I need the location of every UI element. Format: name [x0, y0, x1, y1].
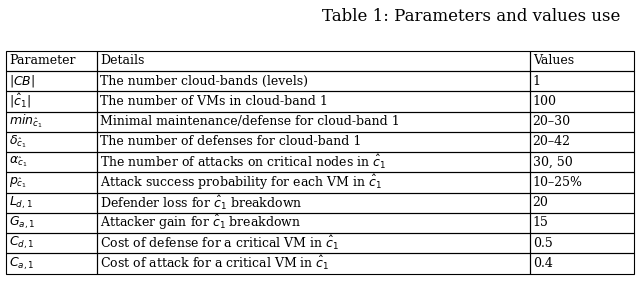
Text: Cost of defense for a critical VM in $\hat{c}_1$: Cost of defense for a critical VM in $\h… [100, 234, 339, 252]
Text: $p_{\hat{c}_1}$: $p_{\hat{c}_1}$ [9, 175, 27, 190]
Bar [97, 111, 530, 132]
Text: Attacker gain for $\hat{c}_1$ breakdown: Attacker gain for $\hat{c}_1$ breakdown [100, 213, 301, 232]
Text: The number cloud-bands (levels): The number cloud-bands (levels) [100, 75, 308, 88]
Bar [6, 172, 97, 193]
Text: Details: Details [100, 54, 144, 67]
Text: $|CB|$: $|CB|$ [9, 73, 35, 89]
Bar [6, 132, 97, 152]
Text: 20–42: 20–42 [532, 135, 571, 148]
Bar [6, 193, 97, 213]
Text: $|\hat{c}_1|$: $|\hat{c}_1|$ [9, 92, 31, 111]
Text: $C_{d,1}$: $C_{d,1}$ [9, 235, 35, 251]
Text: 15: 15 [532, 216, 548, 230]
Text: Attack success probability for each VM in $\hat{c}_1$: Attack success probability for each VM i… [100, 173, 382, 192]
Text: $G_{a,1}$: $G_{a,1}$ [9, 215, 35, 231]
Text: 10–25%: 10–25% [532, 176, 582, 189]
Text: $\alpha_{\hat{c}_1}$: $\alpha_{\hat{c}_1}$ [9, 155, 28, 169]
Text: 100: 100 [532, 95, 557, 108]
Bar [6, 152, 97, 172]
Bar [97, 172, 530, 193]
Text: 20–30: 20–30 [532, 115, 571, 128]
Bar [6, 253, 97, 274]
Text: $L_{d,1}$: $L_{d,1}$ [9, 195, 33, 211]
Bar [530, 233, 634, 253]
Bar [530, 253, 634, 274]
Bar [530, 213, 634, 233]
Text: 30, 50: 30, 50 [532, 156, 572, 169]
Bar [97, 91, 530, 111]
Bar [97, 51, 530, 71]
Bar [530, 172, 634, 193]
Bar [530, 152, 634, 172]
Bar [97, 213, 530, 233]
Bar [6, 51, 97, 71]
Text: Values: Values [532, 54, 574, 67]
Bar [97, 193, 530, 213]
Text: Parameter: Parameter [9, 54, 76, 67]
Bar [97, 253, 530, 274]
Text: 20: 20 [532, 196, 548, 209]
Text: 1: 1 [532, 75, 541, 88]
Bar [530, 132, 634, 152]
Bar [530, 91, 634, 111]
Bar [97, 233, 530, 253]
Bar [6, 71, 97, 91]
Bar [97, 71, 530, 91]
Bar [530, 71, 634, 91]
Text: $\delta_{\hat{c}_1}$: $\delta_{\hat{c}_1}$ [9, 134, 27, 150]
Text: Defender loss for $\hat{c}_1$ breakdown: Defender loss for $\hat{c}_1$ breakdown [100, 193, 302, 212]
Bar [6, 111, 97, 132]
Bar [6, 213, 97, 233]
Text: 0.4: 0.4 [532, 257, 552, 270]
Text: Table 1: Parameters and values use: Table 1: Parameters and values use [323, 8, 621, 25]
Text: Cost of attack for a critical VM in $\hat{c}_1$: Cost of attack for a critical VM in $\ha… [100, 254, 330, 272]
Text: $C_{a,1}$: $C_{a,1}$ [9, 255, 35, 272]
Bar [530, 193, 634, 213]
Text: The number of attacks on critical nodes in $\hat{c}_1$: The number of attacks on critical nodes … [100, 153, 386, 171]
Text: $min_{\hat{c}_1}$: $min_{\hat{c}_1}$ [9, 113, 43, 131]
Text: The number of defenses for cloud-band 1: The number of defenses for cloud-band 1 [100, 135, 361, 148]
Bar [530, 51, 634, 71]
Text: The number of VMs in cloud-band 1: The number of VMs in cloud-band 1 [100, 95, 328, 108]
Bar [6, 91, 97, 111]
Text: Minimal maintenance/defense for cloud-band 1: Minimal maintenance/defense for cloud-ba… [100, 115, 399, 128]
Text: 0.5: 0.5 [532, 237, 552, 250]
Bar [6, 233, 97, 253]
Bar [97, 132, 530, 152]
Bar [530, 111, 634, 132]
Bar [97, 152, 530, 172]
